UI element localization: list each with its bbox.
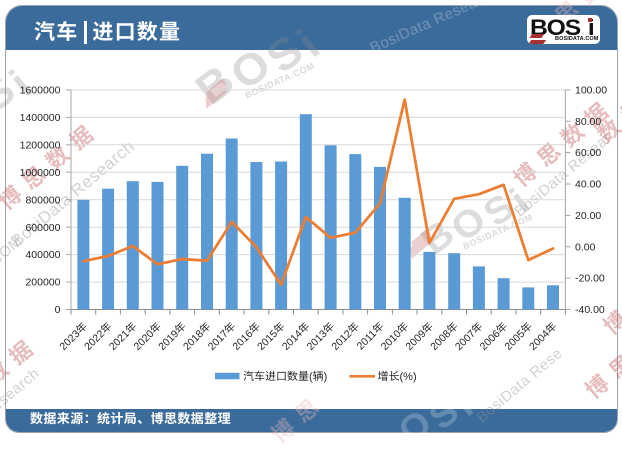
svg-text:400000: 400000 [25, 249, 60, 261]
svg-text:100.00: 100.00 [575, 85, 607, 97]
svg-text:1200000: 1200000 [20, 139, 61, 151]
svg-text:0: 0 [55, 304, 61, 316]
svg-text:-40.00: -40.00 [575, 304, 605, 316]
svg-text:80.00: 80.00 [575, 116, 601, 128]
svg-text:汽车进口数量(辆): 汽车进口数量(辆) [243, 370, 327, 383]
svg-text:40.00: 40.00 [575, 179, 601, 191]
svg-text:1000000: 1000000 [20, 167, 61, 179]
svg-text:2004年: 2004年 [527, 320, 560, 353]
svg-text:60.00: 60.00 [575, 147, 601, 159]
svg-text:800000: 800000 [25, 194, 60, 206]
svg-text:600000: 600000 [25, 222, 60, 234]
svg-text:20.00: 20.00 [575, 210, 601, 222]
svg-text:1600000: 1600000 [20, 85, 61, 97]
svg-text:0.00: 0.00 [575, 241, 596, 253]
svg-text:1400000: 1400000 [20, 112, 61, 124]
svg-text:2012年: 2012年 [329, 320, 362, 353]
svg-text:200000: 200000 [25, 277, 60, 289]
svg-text:增长(%): 增长(%) [378, 370, 417, 383]
svg-text:-20.00: -20.00 [575, 273, 605, 285]
